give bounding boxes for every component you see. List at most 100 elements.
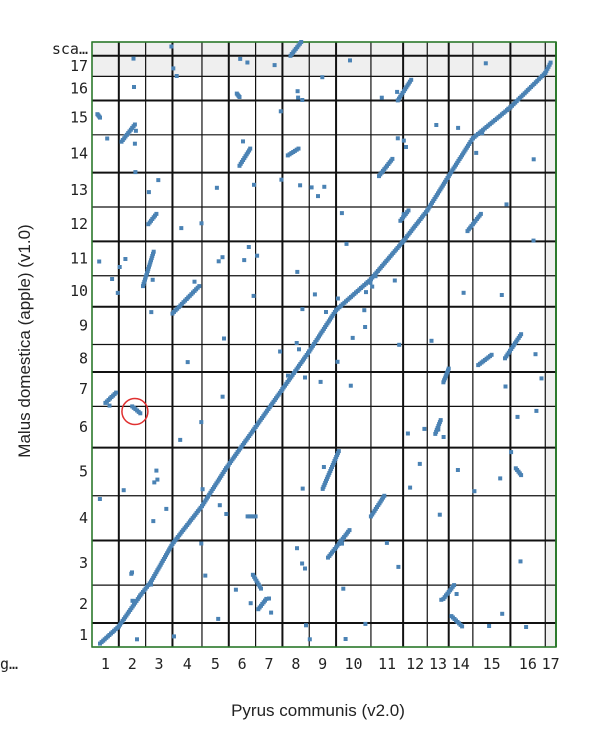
isolated-hit-dot	[298, 183, 303, 188]
y-tick-label: 15	[70, 109, 88, 127]
isolated-hit-dot	[297, 347, 301, 352]
isolated-hit-dot	[395, 136, 400, 141]
x-tick-label: 10	[344, 655, 362, 673]
alignment-dot	[151, 251, 155, 256]
isolated-hit-dot	[531, 157, 536, 162]
y-tick-label: 5	[79, 463, 88, 481]
isolated-hit-dot	[539, 376, 544, 381]
y-tick-label: 11	[70, 250, 88, 268]
isolated-hit-dot	[178, 437, 183, 442]
alignment-dot	[248, 146, 253, 151]
alignment-dot	[149, 258, 153, 263]
isolated-hit-dot	[318, 379, 323, 384]
annotation-layer	[121, 397, 149, 426]
isolated-hit-dot	[363, 621, 368, 626]
isolated-hit-dot	[436, 427, 441, 432]
isolated-hit-dot	[487, 624, 492, 628]
isolated-hit-dot	[348, 383, 353, 388]
x-axis-title: Pyrus communis (v2.0)	[231, 701, 405, 720]
isolated-hit-dot	[454, 592, 459, 596]
unplaced-y-region	[92, 42, 556, 77]
isolated-hit-dot	[455, 468, 460, 472]
isolated-hit-dot	[344, 241, 349, 246]
isolated-hit-dot	[169, 44, 174, 49]
isolated-hit-dot	[300, 486, 305, 491]
isolated-hit-dot	[149, 582, 154, 587]
alignment-dot	[299, 40, 304, 44]
isolated-hit-dot	[405, 431, 410, 436]
isolated-hit-dot	[242, 258, 247, 263]
alignment-dot	[446, 366, 451, 371]
isolated-hit-dot	[248, 601, 253, 606]
isolated-hit-dot	[401, 138, 406, 143]
isolated-hit-dot	[132, 141, 137, 146]
alignment-dot	[347, 528, 352, 533]
isolated-hit-dot	[130, 598, 135, 603]
isolated-hit-dot	[220, 255, 225, 260]
alignment-dot	[146, 266, 151, 271]
isolated-hit-dot	[132, 85, 136, 89]
isolated-hit-dot	[312, 292, 317, 297]
isolated-hit-dot	[472, 489, 477, 494]
isolated-hit-dot	[340, 541, 344, 546]
y-tick-label: 3	[79, 554, 88, 572]
alignment-dot	[548, 60, 553, 65]
x-tick-label: 6	[238, 655, 247, 673]
isolated-hit-dot	[121, 488, 126, 493]
isolated-hit-dot	[171, 66, 176, 71]
isolated-hit-dot	[279, 177, 284, 182]
alignment-dot	[264, 596, 269, 601]
isolated-hit-dot	[506, 106, 511, 111]
isolated-hit-dot	[174, 74, 179, 78]
isolated-hit-dot	[303, 566, 307, 571]
isolated-hit-dot	[324, 310, 328, 314]
isolated-hit-dot	[192, 279, 197, 284]
isolated-hit-dot	[224, 512, 229, 516]
isolated-hit-dot	[217, 503, 222, 508]
highlight-circle	[121, 397, 149, 426]
isolated-hit-dot	[362, 308, 367, 313]
x-tick-label: 17	[542, 655, 560, 673]
isolated-hit-dot	[429, 338, 434, 343]
isolated-hit-dot	[316, 194, 320, 199]
isolated-hit-dot	[533, 352, 538, 357]
isolated-hit-dot	[300, 561, 305, 566]
isolated-hit-dot	[500, 611, 505, 616]
alignment-dot	[141, 284, 145, 289]
isolated-hit-dot	[364, 290, 368, 295]
isolated-hit-dot	[335, 296, 340, 301]
isolated-hit-dot	[350, 335, 355, 340]
x-tick-label: 12	[406, 655, 424, 673]
alignment-dot	[409, 77, 414, 82]
y-tick-label: 4	[79, 509, 88, 527]
alignment-dot	[147, 262, 152, 267]
alignment-dot	[145, 269, 150, 273]
isolated-hit-dot	[422, 426, 427, 431]
isolated-hit-dot	[524, 625, 529, 629]
isolated-hit-dot	[214, 185, 219, 190]
isolated-hit-dot	[172, 634, 176, 639]
isolated-hit-dot	[151, 519, 156, 524]
isolated-hit-dot	[241, 139, 245, 144]
alignment-dot	[237, 95, 242, 99]
isolated-hit-dot	[363, 325, 368, 329]
isolated-hit-dot	[216, 616, 221, 621]
alignment-dot	[259, 586, 263, 591]
isolated-hit-dot	[129, 571, 134, 576]
isolated-hit-dot	[518, 559, 523, 564]
alignment-dot	[151, 249, 156, 254]
isolated-hit-dot	[156, 178, 161, 183]
alignment-dot	[144, 273, 149, 278]
isolated-hit-dot	[434, 123, 439, 127]
y-tick-label: 9	[79, 317, 88, 335]
alignment-dot	[546, 64, 551, 69]
isolated-hit-dot	[97, 259, 102, 264]
isolated-hit-dot	[335, 359, 340, 364]
isolated-hit-dot	[309, 185, 314, 190]
alignment-dot	[489, 352, 494, 357]
y-tick-label: 13	[70, 181, 88, 199]
isolated-hit-dot	[392, 278, 397, 283]
isolated-hit-dot	[199, 420, 204, 425]
isolated-hit-dot	[222, 336, 226, 341]
isolated-hit-dot	[233, 587, 238, 592]
